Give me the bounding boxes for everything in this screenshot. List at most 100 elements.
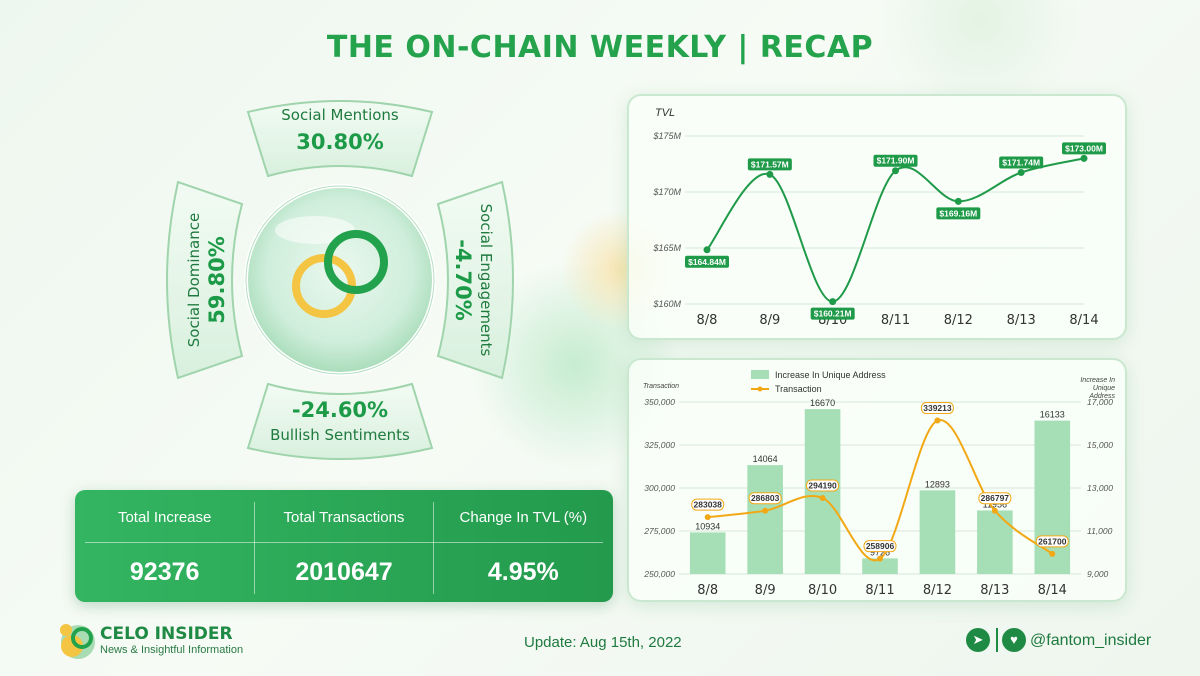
left-y-tick: 275,000 bbox=[643, 526, 675, 536]
right-y-tick: 13,000 bbox=[1087, 483, 1113, 493]
tvl-data-label-bg bbox=[747, 158, 792, 171]
tvl-data-label: $171.90M bbox=[877, 156, 915, 166]
twitter-icon[interactable]: ♥ bbox=[1002, 628, 1026, 652]
stats-divider bbox=[433, 502, 434, 594]
tvl-point bbox=[703, 246, 711, 254]
bullish-sentiments-label: Bullish Sentiments bbox=[270, 426, 410, 444]
combo-x-tick: 8/11 bbox=[865, 583, 894, 598]
address-bar-label: 10934 bbox=[695, 521, 720, 531]
address-bar bbox=[919, 490, 956, 574]
brand-name: CELO INSIDER bbox=[100, 624, 233, 644]
tvl-x-tick: 8/8 bbox=[697, 313, 718, 328]
social-divider bbox=[996, 628, 998, 652]
tvl-x-tick: 8/9 bbox=[759, 313, 780, 328]
transaction-label-bg bbox=[978, 492, 1012, 505]
tvl-point bbox=[766, 170, 774, 178]
tvl-data-label-bg bbox=[936, 207, 981, 220]
social-engagements: Social Engagements -4.70% bbox=[445, 200, 495, 360]
right-y-tick: 15,000 bbox=[1087, 440, 1113, 450]
address-bar-label: 12893 bbox=[925, 479, 950, 489]
tvl-y-tick: $165M bbox=[652, 243, 681, 253]
right-axis-label: Address bbox=[1088, 393, 1115, 400]
stats-summary: Total Increase Total Transactions Change… bbox=[75, 490, 613, 602]
transaction-point bbox=[704, 514, 711, 521]
tvl-y-tick: $170M bbox=[652, 187, 681, 197]
tvl-chart-panel: TVL $160M $165M $170M $175M 8/8 8/9 8/10 8/11 8/1… bbox=[627, 94, 1127, 340]
right-axis-label: Increase In bbox=[1080, 377, 1115, 384]
tvl-line bbox=[706, 157, 1085, 303]
tvl-data-label: $169.16M bbox=[939, 208, 977, 218]
combo-x-tick: 8/8 bbox=[697, 583, 718, 598]
address-bar-label: 11956 bbox=[983, 499, 1007, 509]
stats-value-total-increase: 92376 bbox=[129, 558, 200, 586]
combo-x-tick: 8/10 bbox=[808, 583, 837, 598]
tvl-x-tick: 8/11 bbox=[881, 313, 910, 328]
combo-x-tick: 8/14 bbox=[1038, 583, 1067, 598]
tvl-point bbox=[892, 167, 899, 175]
social-mentions: Social Mentions 30.80% bbox=[260, 106, 420, 154]
legend-line-label: Transaction bbox=[775, 384, 822, 394]
stats-divider bbox=[85, 542, 603, 543]
address-bar-label: 16133 bbox=[1040, 410, 1065, 420]
stats-header-change-tvl: Change In TVL (%) bbox=[459, 509, 588, 526]
social-metrics: Social Mentions 30.80% -24.60% Bullish S… bbox=[150, 90, 530, 470]
address-bar bbox=[977, 510, 1013, 574]
social-dominance: Social Dominance 59.80% bbox=[185, 200, 235, 360]
stats-divider bbox=[254, 502, 255, 594]
stats-value-change-tvl: 4.95% bbox=[487, 558, 559, 586]
tvl-data-label: $164.84M bbox=[688, 257, 726, 267]
tvl-data-label: $173.00M bbox=[1065, 143, 1103, 153]
transaction-point bbox=[877, 555, 883, 562]
stats-header-total-increase: Total Increase bbox=[117, 509, 212, 526]
social-handle[interactable]: @fantom_insider bbox=[1030, 632, 1152, 649]
page-title: THE ON-CHAIN WEEKLY | RECAP bbox=[326, 30, 874, 65]
address-tx-chart-panel: Transaction Increase In Unique Address 250,0… bbox=[627, 358, 1127, 602]
stats-value-total-transactions: 2010647 bbox=[295, 558, 393, 586]
tvl-y-tick: $175M bbox=[652, 131, 681, 141]
left-axis-label: Transaction bbox=[643, 383, 679, 390]
address-bar-label: 14064 bbox=[753, 454, 778, 464]
combo-x-tick: 8/13 bbox=[980, 583, 1009, 598]
telegram-icon[interactable]: ➤ bbox=[966, 628, 990, 652]
transaction-label: 286803 bbox=[751, 493, 780, 503]
address-bar bbox=[804, 409, 841, 574]
transaction-label-bg bbox=[748, 492, 782, 505]
transaction-label-bg bbox=[806, 479, 840, 492]
tvl-point bbox=[1080, 154, 1088, 162]
right-y-tick: 9,000 bbox=[1087, 569, 1109, 579]
tvl-chart-title: TVL bbox=[655, 107, 675, 119]
right-axis-label: Unique bbox=[1093, 385, 1115, 392]
combo-x-tick: 8/9 bbox=[755, 583, 776, 598]
tvl-data-label-bg bbox=[1062, 142, 1106, 155]
social-engagements-label: Social Engagements bbox=[477, 203, 495, 357]
tvl-point bbox=[1017, 169, 1025, 177]
tvl-data-label-bg bbox=[810, 307, 855, 320]
tvl-point bbox=[829, 298, 837, 306]
social-mentions-value: 30.80% bbox=[296, 130, 384, 154]
transaction-point bbox=[991, 507, 998, 514]
transaction-label: 286797 bbox=[981, 493, 1010, 503]
legend-bar-swatch bbox=[751, 370, 769, 379]
brand-tagline: News & Insightful Information bbox=[100, 644, 244, 656]
social-mentions-label: Social Mentions bbox=[281, 106, 399, 124]
transaction-point bbox=[1049, 550, 1056, 557]
left-y-tick: 350,000 bbox=[644, 397, 675, 407]
tvl-x-tick: 8/13 bbox=[1007, 313, 1036, 328]
transaction-label-bg bbox=[920, 402, 954, 415]
tvl-data-label: $171.57M bbox=[751, 159, 789, 169]
social-dominance-value: 59.80% bbox=[205, 236, 229, 324]
legend-bar-label: Increase In Unique Address bbox=[775, 370, 886, 380]
transaction-label: 294190 bbox=[808, 480, 837, 490]
left-y-tick: 325,000 bbox=[644, 440, 675, 450]
bullish-sentiments-value: -24.60% bbox=[291, 398, 389, 422]
social-engagements-value: -4.70% bbox=[451, 239, 475, 321]
tvl-data-label: $160.21M bbox=[814, 309, 852, 319]
tvl-x-tick: 8/12 bbox=[944, 313, 973, 328]
transaction-label: 258906 bbox=[866, 541, 895, 551]
tvl-data-label: $171.74M bbox=[1002, 158, 1040, 168]
update-date: Update: Aug 15th, 2022 bbox=[524, 634, 682, 651]
brand: CELO INSIDER News & Insightful Informati… bbox=[100, 624, 243, 656]
tvl-data-label-bg bbox=[999, 156, 1044, 169]
transaction-point bbox=[819, 494, 826, 501]
transaction-label: 261700 bbox=[1038, 536, 1067, 546]
